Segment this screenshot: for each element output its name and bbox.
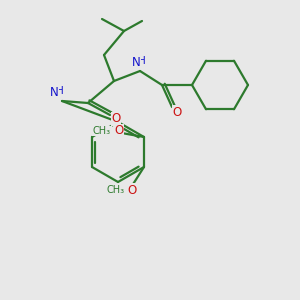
Text: CH₃: CH₃ bbox=[107, 185, 125, 195]
Text: H: H bbox=[56, 86, 64, 96]
Text: N: N bbox=[50, 85, 58, 98]
Text: H: H bbox=[138, 56, 146, 66]
Text: CH₃: CH₃ bbox=[93, 126, 111, 136]
Text: N: N bbox=[132, 56, 140, 68]
Text: O: O bbox=[128, 184, 136, 196]
Text: O: O bbox=[172, 106, 182, 118]
Text: O: O bbox=[111, 112, 121, 125]
Text: O: O bbox=[114, 124, 124, 137]
